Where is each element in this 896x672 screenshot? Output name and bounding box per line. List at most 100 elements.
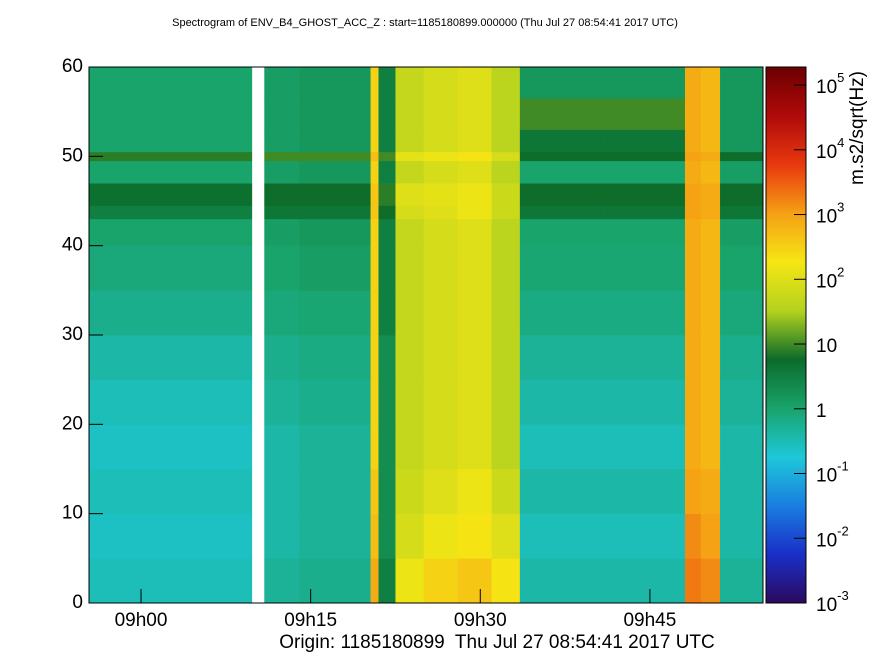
heatmap-cell (299, 335, 371, 380)
heatmap-cell (720, 129, 764, 153)
colorbar-tick-exponent: -1 (837, 459, 849, 474)
heatmap-cell (89, 67, 253, 99)
heatmap-cell (264, 379, 300, 425)
colorbar-label: m.s2/sqrt(Hz) (847, 71, 868, 185)
colorbar-tick-label: 10 (816, 336, 837, 357)
heatmap-cell (604, 183, 686, 206)
heatmap-cell (491, 205, 521, 220)
colorbar-tick-label: 105 (816, 70, 844, 98)
x-axis-label: Origin: 1185180899 Thu Jul 27 08:54:41 2… (279, 632, 715, 653)
heatmap-cell (519, 335, 605, 380)
heatmap-cell (457, 129, 492, 153)
heatmap-cell (264, 160, 300, 184)
heatmap-cell (378, 205, 396, 220)
heatmap-cell (700, 67, 721, 99)
heatmap-cell (720, 98, 764, 130)
heatmap-cell (604, 245, 686, 291)
heatmap-cell (604, 469, 686, 514)
heatmap-cell (519, 205, 605, 220)
heatmap-cell (395, 183, 425, 206)
heatmap-cell (264, 558, 300, 604)
heatmap-cell (604, 335, 686, 380)
heatmap-cell (378, 469, 396, 514)
heatmap-cell (89, 469, 253, 514)
heatmap-cell (519, 160, 605, 184)
heatmap-cell (395, 290, 425, 336)
heatmap-cell (457, 67, 492, 99)
heatmap-cell (700, 469, 721, 514)
heatmap-cell (264, 129, 300, 153)
heatmap-cell (370, 335, 379, 380)
heatmap-cell (299, 379, 371, 425)
heatmap-cell (370, 290, 379, 336)
heatmap-cell (519, 245, 605, 291)
heatmap-cell (370, 183, 379, 206)
heatmap-cell (457, 183, 492, 206)
heatmap-cell (264, 424, 300, 470)
heatmap-cell (604, 129, 686, 153)
heatmap-cell (604, 290, 686, 336)
heatmap-cell (378, 218, 396, 246)
heatmap-cell (720, 67, 764, 99)
heatmap-cell (264, 290, 300, 336)
heatmap-cell (684, 290, 702, 336)
heatmap-cell (423, 513, 458, 559)
heatmap-cell (89, 424, 253, 470)
heatmap-cell (491, 513, 521, 559)
heatmap-cell (684, 424, 702, 470)
heatmap-cell (299, 290, 371, 336)
heatmap-cell (370, 245, 379, 291)
heatmap-cell (423, 558, 458, 604)
heatmap-cell (700, 558, 721, 604)
heatmap-cell (720, 335, 764, 380)
heatmap-cell (700, 335, 721, 380)
heatmap-cell (684, 129, 702, 153)
heatmap-cell (299, 218, 371, 246)
heatmap-cell (89, 558, 253, 604)
heatmap-cell (700, 183, 721, 206)
heatmap-cell (519, 98, 605, 130)
heatmap-cell (370, 151, 379, 162)
colorbar-tick-label: 10-1 (816, 459, 849, 487)
heatmap-cell (720, 160, 764, 184)
chart-title: Spectrogram of ENV_B4_GHOST_ACC_Z : star… (172, 17, 678, 29)
heatmap-cell (684, 245, 702, 291)
heatmap-cell (299, 558, 371, 604)
colorbar-tick-exponent: 5 (837, 70, 844, 85)
heatmap-cell (395, 558, 425, 604)
heatmap-cell (264, 205, 300, 220)
heatmap-cell (395, 424, 425, 470)
heatmap-cell (457, 290, 492, 336)
heatmap-cell (378, 98, 396, 130)
heatmap-cell (378, 129, 396, 153)
heatmap-cell (684, 218, 702, 246)
heatmap-cell (457, 513, 492, 559)
heatmap-cell (299, 424, 371, 470)
heatmap-cell (604, 160, 686, 184)
heatmap-cell (370, 205, 379, 220)
heatmap-cell (684, 151, 702, 162)
heatmap-cell (370, 469, 379, 514)
heatmap-cell (378, 424, 396, 470)
heatmap-cell (519, 379, 605, 425)
heatmap-cell (519, 218, 605, 246)
heatmap-cell (457, 205, 492, 220)
x-tick-label: 09h00 (115, 610, 168, 631)
heatmap-cell (491, 129, 521, 153)
heatmap-cell (89, 183, 253, 206)
y-tick-label: 10 (62, 503, 83, 524)
heatmap-cell (423, 98, 458, 130)
heatmap-cell (604, 513, 686, 559)
heatmap-cell (299, 160, 371, 184)
heatmap-cell (604, 151, 686, 162)
heatmap-cell (378, 151, 396, 162)
heatmap-cell (684, 379, 702, 425)
heatmap-cell (604, 218, 686, 246)
heatmap-cell (89, 205, 253, 220)
heatmap-cell (299, 67, 371, 99)
heatmap-cell (378, 160, 396, 184)
heatmap-cell (720, 218, 764, 246)
heatmap-cell (519, 469, 605, 514)
heatmap-cell (264, 218, 300, 246)
